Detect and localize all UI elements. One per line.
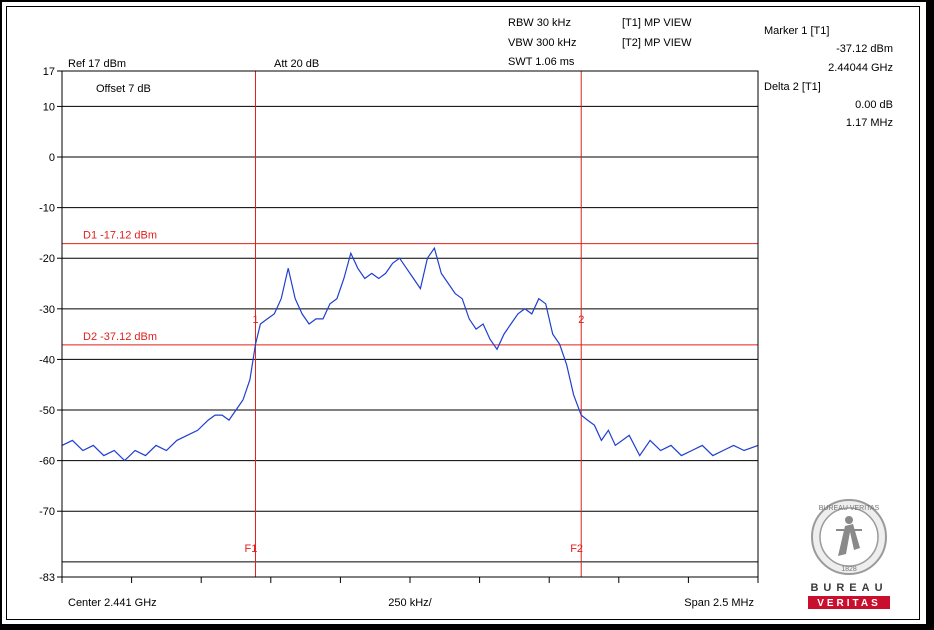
display-line-label: D1 -17.12 dBm <box>83 230 157 242</box>
marker1-title: Marker 1 [T1] <box>764 25 829 37</box>
bureau-veritas-logo: BUREAU VERITAS 1828 BUREAU VERITAS <box>808 499 890 609</box>
y-axis-ticks: 17 10 0 -10 -20 -30 -40 -50 -60 -70 -83 <box>39 66 62 584</box>
trace2-label: [T2] MP VIEW <box>622 37 692 49</box>
seal-top-text: BUREAU VERITAS <box>819 505 880 512</box>
sweep-time-label: SWT 1.06 ms <box>508 56 575 68</box>
trace-layer <box>61 246 759 462</box>
y-tick-label: -83 <box>39 572 55 584</box>
logo-word-bureau: BUREAU <box>810 582 887 594</box>
marker1-frequency: 2.44044 GHz <box>828 62 893 74</box>
trace1-label: [T1] MP VIEW <box>622 17 692 29</box>
frequency-per-division-label: 250 kHz/ <box>388 597 432 609</box>
y-tick-label: -70 <box>39 506 55 518</box>
screen-area <box>6 6 920 620</box>
logo-word-veritas: VERITAS <box>817 598 881 609</box>
rbw-label: RBW 30 kHz <box>508 17 571 29</box>
logo-red-band <box>808 596 890 609</box>
vbw-label: VBW 300 kHz <box>508 37 576 49</box>
y-tick-label: -20 <box>39 253 55 265</box>
span-label: Span 2.5 MHz <box>684 597 754 609</box>
plot-border <box>61 70 759 578</box>
logo-seal: BUREAU VERITAS 1828 <box>811 499 887 575</box>
frequency-line-label: F2 <box>570 543 583 555</box>
y-tick-label: -60 <box>39 456 55 468</box>
delta2-frequency: 1.17 MHz <box>846 117 893 129</box>
ref-level-label: Ref 17 dBm <box>68 58 126 70</box>
y-tick-label: -40 <box>39 354 55 366</box>
marker-label: 2 <box>578 314 584 326</box>
marker-label: 1 <box>252 314 258 326</box>
seal-year: 1828 <box>841 566 857 573</box>
marker1-level: -37.12 dBm <box>836 43 893 55</box>
y-tick-label: -10 <box>39 203 55 215</box>
x-axis-ticks <box>61 577 759 583</box>
y-tick-label: -50 <box>39 405 55 417</box>
trace-line <box>61 246 759 462</box>
y-tick-label: 10 <box>43 101 55 113</box>
delta2-level: 0.00 dB <box>855 99 893 111</box>
frequency-line-label: F1 <box>244 543 257 555</box>
attenuation-label: Att 20 dB <box>274 58 319 70</box>
reference-lines: D1 -17.12 dBm D2 -37.12 dBm F1 F2 <box>62 71 758 577</box>
display-line-label: D2 -37.12 dBm <box>83 331 157 343</box>
delta2-title: Delta 2 [T1] <box>764 81 821 93</box>
grid <box>62 105 758 563</box>
offset-label: Offset 7 dB <box>96 83 151 95</box>
y-tick-label: 0 <box>49 152 55 164</box>
y-tick-label: -30 <box>39 304 55 316</box>
center-frequency-label: Center 2.441 GHz <box>68 597 157 609</box>
y-tick-label: 17 <box>43 66 55 78</box>
